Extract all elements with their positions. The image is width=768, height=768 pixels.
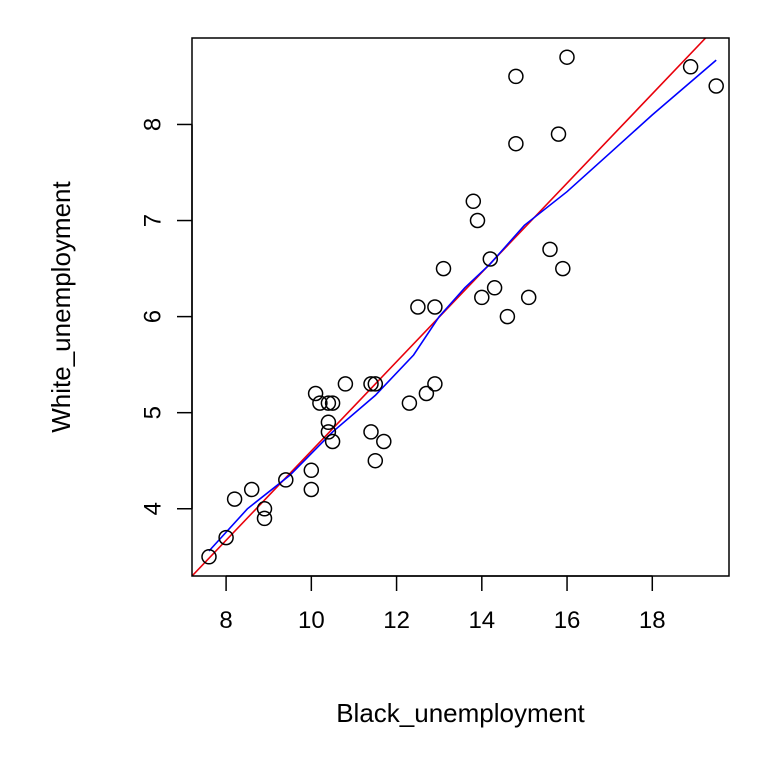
y-tick-label: 5 bbox=[139, 406, 166, 419]
x-tick-label: 12 bbox=[383, 607, 410, 634]
data-point bbox=[256, 510, 273, 527]
data-point bbox=[226, 491, 243, 507]
data-point bbox=[401, 395, 418, 411]
data-point bbox=[418, 385, 435, 402]
data-point bbox=[303, 462, 320, 479]
data-point bbox=[469, 212, 486, 229]
data-point bbox=[363, 376, 379, 392]
data-point bbox=[337, 376, 354, 392]
data-point bbox=[312, 395, 328, 411]
data-point bbox=[376, 433, 392, 450]
x-tick-label: 8 bbox=[219, 607, 232, 634]
data-point bbox=[307, 385, 324, 402]
y-tick-label: 4 bbox=[139, 502, 166, 515]
data-point bbox=[427, 376, 443, 392]
x-axis: 8 10 12 14 16 18 bbox=[219, 575, 666, 634]
data-point bbox=[201, 549, 217, 565]
y-axis-title: White_unemployment bbox=[46, 181, 76, 433]
data-point bbox=[499, 308, 516, 325]
data-point bbox=[520, 289, 537, 306]
data-point bbox=[243, 481, 260, 498]
data-point bbox=[708, 78, 724, 94]
x-tick-label: 16 bbox=[554, 607, 581, 634]
data-point bbox=[482, 251, 499, 267]
data-points bbox=[201, 49, 724, 565]
data-point bbox=[303, 481, 320, 498]
data-point bbox=[542, 241, 558, 258]
data-point bbox=[508, 135, 524, 152]
x-tick-label: 18 bbox=[639, 607, 666, 634]
data-point bbox=[320, 424, 337, 440]
y-tick-label: 6 bbox=[139, 310, 166, 323]
data-point bbox=[559, 49, 575, 65]
data-point bbox=[324, 433, 341, 450]
data-point bbox=[555, 260, 571, 277]
data-point bbox=[465, 193, 482, 210]
data-point bbox=[474, 289, 490, 306]
data-point bbox=[486, 280, 503, 296]
data-point bbox=[427, 299, 443, 315]
x-axis-title: Black_unemployment bbox=[336, 698, 585, 728]
data-point bbox=[367, 376, 384, 392]
data-point bbox=[256, 501, 273, 517]
data-point bbox=[550, 126, 567, 142]
data-point bbox=[367, 452, 384, 469]
data-point bbox=[363, 424, 379, 440]
data-point bbox=[320, 395, 337, 411]
data-point bbox=[324, 395, 341, 411]
data-point bbox=[410, 299, 426, 315]
data-point bbox=[320, 414, 337, 431]
data-point bbox=[218, 529, 234, 546]
y-axis: 4 5 6 7 8 bbox=[139, 118, 193, 515]
fit-lines bbox=[192, 38, 717, 576]
x-tick-label: 14 bbox=[468, 607, 495, 634]
x-tick-label: 10 bbox=[298, 607, 325, 634]
data-point bbox=[435, 260, 452, 277]
y-tick-label: 8 bbox=[139, 118, 166, 131]
y-tick-label: 7 bbox=[139, 214, 166, 227]
data-point bbox=[278, 472, 294, 488]
data-point bbox=[508, 68, 524, 85]
data-point bbox=[682, 59, 699, 75]
blue-smooth-line bbox=[208, 59, 717, 552]
